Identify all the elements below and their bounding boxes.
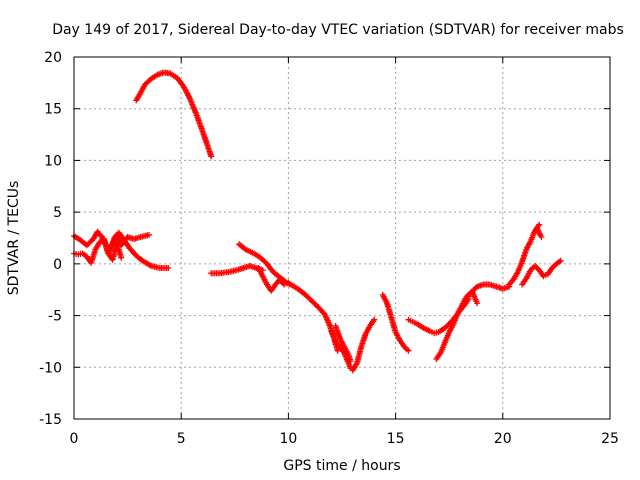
series-arc-9 bbox=[332, 322, 354, 365]
x-tick-label: 25 bbox=[601, 431, 619, 447]
series-arc-6 bbox=[236, 241, 341, 354]
data-point-marker bbox=[557, 257, 564, 264]
chart-title: Day 149 of 2017, Sidereal Day-to-day VTE… bbox=[52, 22, 624, 38]
data-point-marker bbox=[347, 358, 354, 365]
y-tick-label: 15 bbox=[44, 102, 62, 118]
y-tick-label: 0 bbox=[53, 257, 62, 273]
y-tick-label: -15 bbox=[39, 412, 62, 428]
data-point-marker bbox=[536, 221, 543, 228]
x-axis-label: GPS time / hours bbox=[283, 458, 400, 474]
data-series bbox=[71, 69, 564, 374]
data-point-marker bbox=[371, 316, 378, 323]
series-arc-10 bbox=[379, 291, 412, 354]
series-arc-16 bbox=[519, 257, 564, 288]
plot-frame bbox=[73, 56, 611, 420]
data-point-marker bbox=[208, 153, 215, 160]
data-point-marker bbox=[474, 300, 481, 307]
data-point-marker bbox=[405, 347, 412, 354]
y-tick-label: -10 bbox=[39, 360, 62, 376]
y-tick-label: 20 bbox=[44, 50, 62, 66]
y-tick-label: 10 bbox=[44, 153, 62, 169]
x-tick-label: 10 bbox=[279, 431, 297, 447]
series-arc-13 bbox=[461, 289, 481, 309]
series-arc-15 bbox=[534, 225, 545, 240]
x-tick-label: 5 bbox=[177, 431, 186, 447]
x-tick-label: 20 bbox=[494, 431, 512, 447]
series-arc-7 bbox=[255, 265, 292, 294]
x-tick-label: 15 bbox=[387, 431, 405, 447]
series-arc-4 bbox=[101, 237, 125, 263]
series-arc-14 bbox=[506, 221, 543, 288]
axis-ticks: 0 5 10 15 20 25 -15 -10 -5 0 5 10 15 20 bbox=[39, 50, 619, 447]
y-axis-label: SDTVAR / TECUs bbox=[6, 181, 22, 296]
x-tick-label: 0 bbox=[70, 431, 79, 447]
data-point-marker bbox=[538, 234, 545, 240]
data-point-marker bbox=[146, 231, 152, 238]
data-point-marker bbox=[165, 265, 172, 271]
y-tick-label: 5 bbox=[53, 205, 62, 221]
series-arc-1 bbox=[133, 69, 215, 160]
data-point-marker bbox=[118, 254, 125, 261]
data-point-marker bbox=[285, 279, 292, 286]
y-tick-label: -5 bbox=[48, 309, 62, 325]
